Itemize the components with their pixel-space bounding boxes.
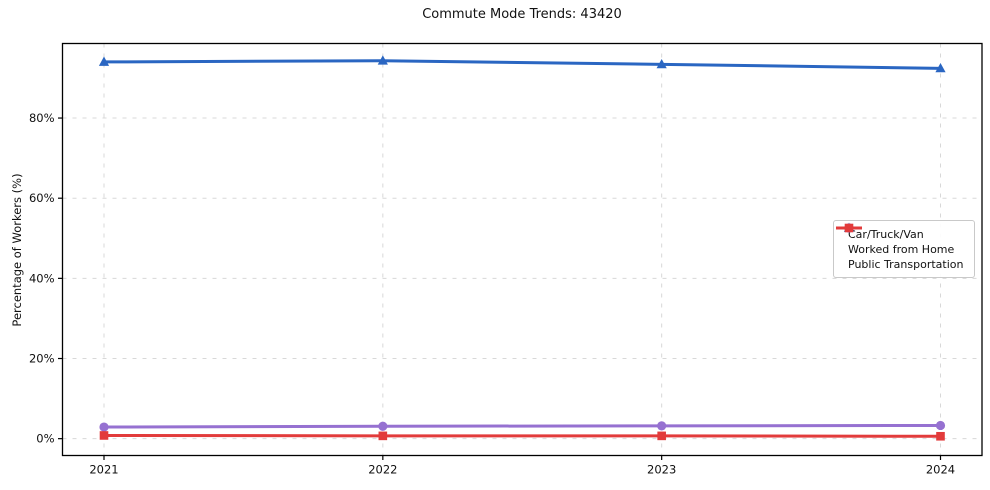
y-tick-label: 60% (29, 191, 55, 205)
legend-item-public-transportation: Public Transportation (836, 223, 968, 271)
y-tick-label: 40% (29, 271, 55, 285)
y-axis-ticks: 0% 20% 40% 60% 80% (29, 111, 63, 446)
legend: Car/Truck/Van Worked from Home Public Tran… (833, 220, 975, 278)
y-gridlines (62, 117, 982, 440)
series-line (102, 433, 942, 438)
legend-label: Car/Truck/Van (848, 227, 924, 241)
series-public-transportation (99, 431, 945, 441)
x-tick-label: 2023 (647, 463, 676, 477)
legend-square-swatch (836, 223, 862, 233)
series-line (102, 59, 942, 70)
x-tick-label: 2021 (89, 463, 118, 477)
x-tick-label: 2024 (926, 463, 955, 477)
y-tick-label: 80% (29, 111, 55, 125)
y-tick-label: 20% (29, 352, 55, 366)
chart-title: Commute Mode Trends: 43420 (422, 7, 622, 22)
legend-label: Worked from Home (848, 242, 955, 256)
axes-spines (61, 42, 983, 457)
x-gridlines (103, 43, 941, 456)
series-worked-from-home (99, 420, 946, 432)
legend-item-worked-from-home: Worked from Home (836, 223, 968, 256)
x-tick-label: 2022 (368, 463, 397, 477)
legend-label: Public Transportation (848, 257, 964, 271)
x-axis-ticks: 2021 2022 2023 2024 (89, 455, 955, 477)
series-car-truck-van (98, 55, 946, 73)
y-tick-label: 0% (36, 432, 54, 446)
series-line (102, 423, 942, 429)
